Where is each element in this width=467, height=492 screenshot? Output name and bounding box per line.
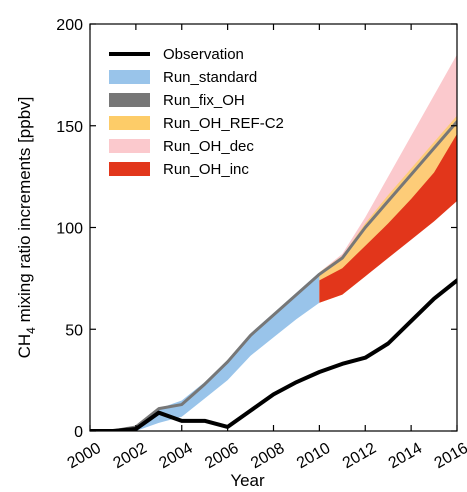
legend-label-run-oh-dec: Run_OH_dec <box>163 138 254 155</box>
y-axis-label: CH4 mixing ratio increments [ppbv] <box>15 97 38 359</box>
x-tick-label: 2010 <box>294 440 333 473</box>
legend-label-run-oh-ref-c2: Run_OH_REF-C2 <box>163 115 284 132</box>
y-tick-label: 0 <box>74 424 83 441</box>
legend-label-observation: Observation <box>163 46 244 63</box>
run-oh-inc-band <box>319 133 457 303</box>
x-tick-label: 2008 <box>248 440 287 473</box>
run-standard-band <box>90 272 320 431</box>
plot-area <box>90 54 457 431</box>
legend-swatch-run-standard <box>109 70 150 84</box>
x-tick-label: 2012 <box>340 440 379 473</box>
x-tick-label: 2016 <box>432 440 467 473</box>
legend-label-run-oh-inc: Run_OH_inc <box>163 161 249 178</box>
x-tick-label: 2002 <box>111 440 150 473</box>
legend-swatch-run-oh-dec <box>109 139 150 153</box>
y-tick-label: 150 <box>56 119 83 136</box>
legend-swatch-run-oh-inc <box>109 162 150 176</box>
y-tick-label: 100 <box>56 221 83 238</box>
run-fix-oh-line <box>90 120 457 431</box>
x-tick-label: 2004 <box>156 440 195 473</box>
legend-swatch-run-oh-ref-c2 <box>109 116 150 130</box>
x-tick-label: 2000 <box>65 440 104 473</box>
legend-label-run-standard: Run_standard <box>163 69 257 86</box>
y-tick-label: 50 <box>65 322 83 339</box>
x-axis-label: Year <box>230 471 265 490</box>
x-tick-label: 2014 <box>386 440 425 473</box>
legend-swatch-run-fix-oh <box>109 93 150 107</box>
legend: Observation Run_standard Run_fix_OH Run_OH_… <box>109 46 284 178</box>
y-tick-label: 200 <box>56 17 83 34</box>
observation-line <box>90 278 457 431</box>
x-tick-label: 2006 <box>202 440 241 473</box>
legend-label-run-fix-oh: Run_fix_OH <box>163 92 245 109</box>
